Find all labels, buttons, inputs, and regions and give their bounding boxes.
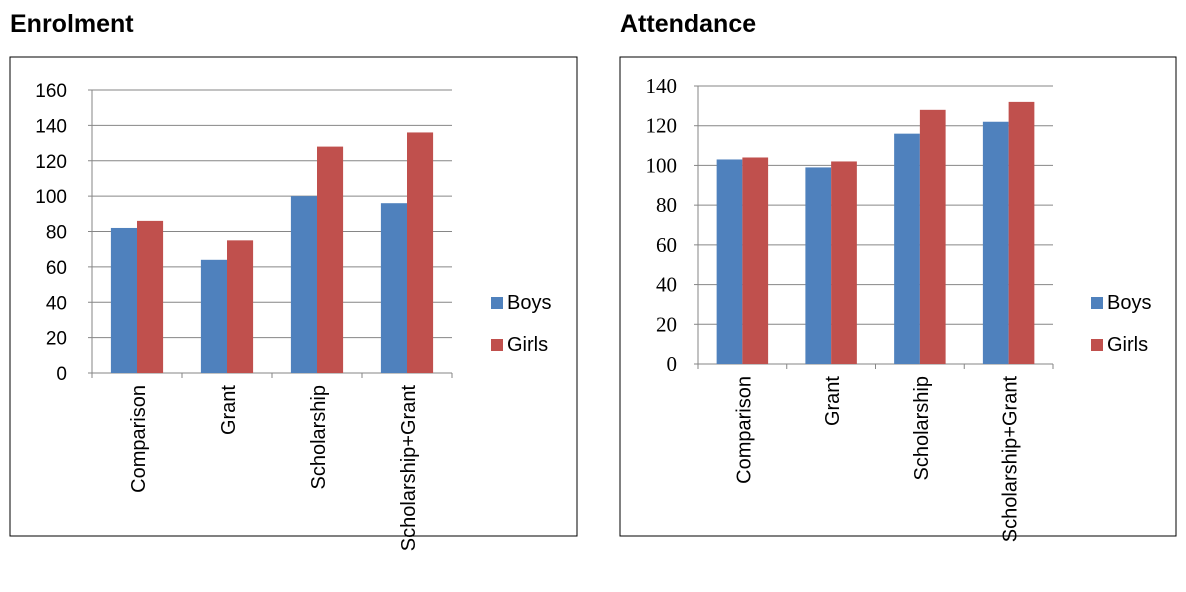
- enrolment-bar-girls: [137, 220, 164, 373]
- attendance-bar-girls: [742, 157, 769, 364]
- attendance-y-tick-label: 60: [656, 233, 677, 257]
- enrolment-x-tick-label: Scholarship: [308, 385, 330, 490]
- attendance-bar-boys: [805, 167, 832, 364]
- attendance-y-tick-label: 140: [646, 74, 678, 98]
- enrolment-bar-boys: [290, 196, 317, 373]
- attendance-bar-boys: [894, 133, 920, 364]
- attendance-bar-girls: [919, 109, 946, 364]
- attendance-legend-label: Girls: [1107, 334, 1148, 356]
- attendance-y-tick-label: 20: [656, 312, 677, 336]
- attendance-bar-girls: [1008, 101, 1035, 364]
- enrolment-legend-label: Girls: [507, 334, 548, 356]
- enrolment-legend-label: Boys: [507, 292, 551, 314]
- attendance-y-tick-label: 0: [667, 352, 678, 376]
- attendance-y-tick-label: 80: [656, 193, 677, 217]
- attendance-y-tick-label: 40: [656, 273, 677, 297]
- attendance-y-tick-label: 120: [646, 114, 678, 138]
- enrolment-bar-girls: [407, 132, 434, 373]
- enrolment-y-tick-label: 160: [35, 81, 67, 102]
- enrolment-x-tick-label: Comparison: [128, 385, 150, 493]
- attendance-x-tick-label: Scholarship+Grant: [1000, 376, 1022, 543]
- enrolment-x-tick-label: Grant: [218, 385, 240, 435]
- attendance-title: Attendance: [620, 10, 757, 38]
- attendance-x-tick-label: Comparison: [733, 376, 755, 484]
- enrolment-y-tick-label: 120: [35, 152, 67, 173]
- attendance-x-tick-label: Grant: [822, 376, 844, 426]
- attendance-bar-boys: [982, 121, 1009, 364]
- enrolment-y-tick-label: 60: [46, 258, 67, 279]
- enrolment-legend-swatch-girls: [491, 339, 503, 351]
- enrolment-y-tick-label: 0: [56, 364, 67, 385]
- enrolment-y-tick-label: 140: [35, 116, 67, 137]
- attendance-chart: 0 20 40 60 80 100 120 140 Comparison Grant Scholar…: [619, 56, 1177, 543]
- enrolment-bar-girls: [317, 146, 344, 373]
- enrolment-chart: 0 20 40 60 80 100 120 140 160 Comparison Grant Scho…: [9, 56, 578, 552]
- attendance-legend-swatch-boys: [1091, 297, 1103, 309]
- attendance-legend-label: Boys: [1107, 292, 1151, 314]
- enrolment-legend-swatch-boys: [491, 297, 503, 309]
- enrolment-y-tick-label: 20: [46, 329, 67, 350]
- enrolment-bar-girls: [227, 240, 254, 373]
- attendance-legend-swatch-girls: [1091, 339, 1103, 351]
- enrolment-y-tick-label: 40: [46, 293, 67, 314]
- enrolment-title: Enrolment: [10, 10, 134, 38]
- enrolment-y-tick-label: 80: [46, 223, 67, 244]
- enrolment-bar-boys: [380, 203, 407, 373]
- enrolment-y-tick-label: 100: [35, 187, 67, 208]
- enrolment-x-tick-label: Scholarship+Grant: [398, 385, 420, 552]
- attendance-bar-boys: [716, 159, 743, 364]
- attendance-x-tick-label: Scholarship: [911, 376, 933, 481]
- attendance-bar-girls: [831, 161, 857, 364]
- enrolment-bar-boys: [110, 227, 137, 373]
- enrolment-bar-boys: [200, 259, 227, 373]
- attendance-y-tick-label: 100: [646, 153, 678, 177]
